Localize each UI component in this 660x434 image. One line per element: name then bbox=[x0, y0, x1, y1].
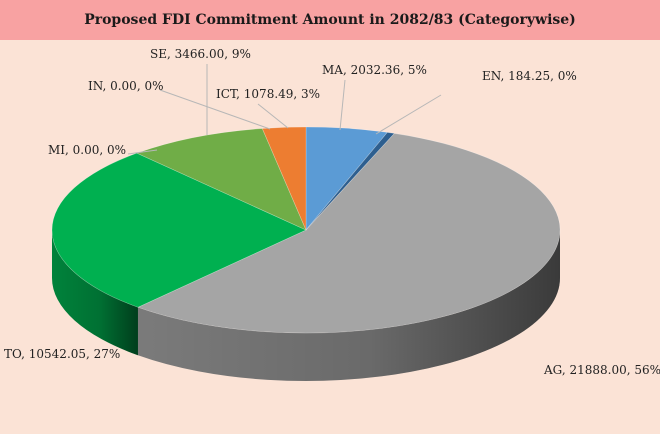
data-label-se: SE, 3466.00, 9% bbox=[150, 47, 251, 61]
leader-lines bbox=[127, 64, 442, 155]
leader-line-ict bbox=[257, 103, 289, 129]
data-label-en: EN, 184.25, 0% bbox=[482, 69, 577, 83]
data-label-to: TO, 10542.05, 27% bbox=[4, 347, 120, 361]
leader-line-mi bbox=[127, 149, 158, 155]
pie-depth bbox=[51, 230, 560, 381]
pie-side-shade-ag bbox=[137, 230, 560, 381]
pie-slice-ma bbox=[305, 126, 388, 231]
pie-slice-ag bbox=[137, 133, 561, 334]
chart-title: Proposed FDI Commitment Amount in 2082/8… bbox=[84, 12, 576, 28]
data-label-in: IN, 0.00, 0% bbox=[88, 79, 164, 93]
data-label-ma: MA, 2032.36, 5% bbox=[322, 63, 427, 77]
pie-side-shade-to bbox=[51, 230, 138, 356]
pie-slice-se bbox=[136, 128, 307, 231]
data-label-ag: AG, 21888.00, 56% bbox=[543, 363, 660, 377]
pie-slice-ict bbox=[261, 126, 307, 231]
pie-top bbox=[51, 126, 561, 334]
chart-title-bar: Proposed FDI Commitment Amount in 2082/8… bbox=[0, 0, 660, 40]
pie-slice-to bbox=[51, 152, 307, 308]
leader-line-en bbox=[375, 94, 442, 135]
pie-slice-en bbox=[305, 132, 395, 231]
data-label-ict: ICT, 1078.49, 3% bbox=[216, 87, 320, 101]
leader-line-in bbox=[159, 89, 271, 130]
data-label-mi: MI, 0.00, 0% bbox=[48, 143, 126, 157]
leader-line-ma bbox=[339, 79, 346, 131]
data-labels: MA, 2032.36, 5% EN, 184.25, 0% AG, 21888.0… bbox=[4, 47, 660, 377]
